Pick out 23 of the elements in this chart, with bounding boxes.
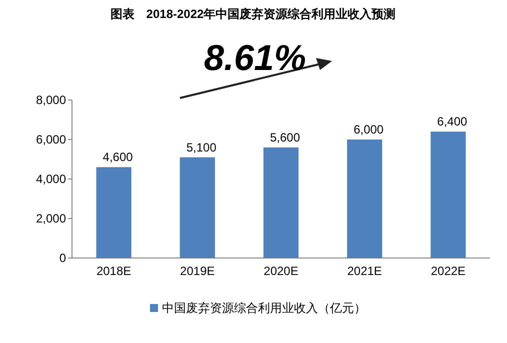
y-tick-label: 4,000 bbox=[36, 172, 66, 186]
y-tick-label: 6,000 bbox=[36, 132, 66, 146]
data-label: 5,600 bbox=[270, 130, 300, 144]
y-tick-label: 8,000 bbox=[36, 93, 66, 107]
bar bbox=[180, 157, 215, 258]
y-tick-label: 2,000 bbox=[36, 212, 66, 226]
legend-label: 中国废弃资源综合利用业收入（亿元） bbox=[162, 301, 366, 315]
y-tick-label: 0 bbox=[59, 251, 66, 265]
bar bbox=[430, 132, 466, 258]
x-tick-label: 2020E bbox=[264, 264, 298, 278]
data-label: 4,600 bbox=[102, 150, 134, 164]
x-tick-label: 2022E bbox=[430, 264, 466, 278]
x-tick-label: 2018E bbox=[96, 264, 132, 278]
data-label: 6,400 bbox=[437, 114, 468, 129]
chart-title: 图表 2018-2022年中国废弃资源综合利用业收入预测 bbox=[110, 7, 396, 21]
bar bbox=[263, 147, 299, 258]
bar bbox=[96, 167, 132, 258]
text: 8.61% bbox=[204, 37, 306, 78]
x-tick-label: 2021E bbox=[347, 264, 382, 278]
data-label: 6,000 bbox=[354, 122, 384, 136]
x-tick-label: 2019E bbox=[180, 264, 215, 278]
bar bbox=[347, 140, 382, 258]
data-label: 5,100 bbox=[186, 140, 217, 154]
